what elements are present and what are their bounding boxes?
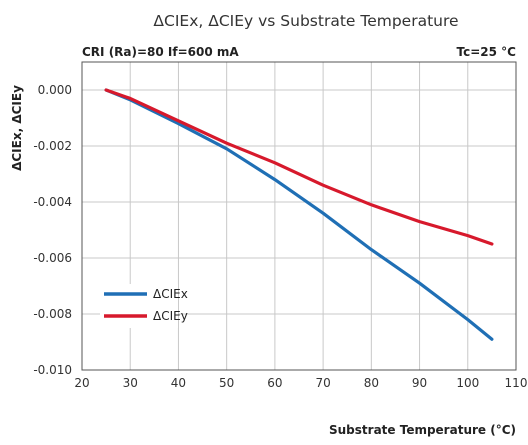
chart-title: ΔCIEx, ΔCIEy vs Substrate Temperature bbox=[153, 12, 458, 30]
condition-label: CRI (Ra)=80 If=600 mA bbox=[82, 45, 239, 59]
x-tick-label: 110 bbox=[505, 376, 528, 390]
x-tick-label: 80 bbox=[364, 376, 379, 390]
x-tick-label: 100 bbox=[456, 376, 479, 390]
series-line bbox=[104, 88, 494, 341]
x-tick-label: 20 bbox=[74, 376, 89, 390]
series-line bbox=[104, 88, 494, 246]
y-axis-ticks: 0.000 -0.002 -0.004 -0.006 -0.008 -0.010 bbox=[33, 83, 72, 377]
y-tick-label: -0.006 bbox=[33, 251, 72, 265]
plot-frame bbox=[81, 61, 517, 371]
y-tick-label: -0.008 bbox=[33, 307, 72, 321]
x-tick-label: 70 bbox=[315, 376, 330, 390]
y-axis-label: ΔCIEx, ΔCIEy bbox=[10, 85, 24, 171]
x-tick-label: 30 bbox=[123, 376, 138, 390]
legend: ΔCIEx ΔCIEy bbox=[104, 287, 188, 323]
y-tick-label: -0.002 bbox=[33, 139, 72, 153]
y-tick-label: -0.004 bbox=[33, 195, 72, 209]
y-tick-label: -0.010 bbox=[33, 363, 72, 377]
grid bbox=[82, 62, 516, 370]
x-tick-label: 50 bbox=[219, 376, 234, 390]
legend-label: ΔCIEx bbox=[153, 287, 188, 301]
case-temperature-label: Tc=25 °C bbox=[457, 45, 517, 59]
x-axis-ticks: 20 30 40 50 60 70 80 90 100 110 bbox=[74, 376, 527, 390]
series-layer bbox=[104, 88, 494, 341]
x-axis-label: Substrate Temperature (°C) bbox=[329, 423, 516, 437]
x-tick-label: 90 bbox=[412, 376, 427, 390]
x-tick-label: 60 bbox=[267, 376, 282, 390]
y-tick-label: 0.000 bbox=[38, 83, 72, 97]
legend-label: ΔCIEy bbox=[153, 309, 188, 323]
x-tick-label: 40 bbox=[171, 376, 186, 390]
legend-background bbox=[100, 284, 178, 328]
